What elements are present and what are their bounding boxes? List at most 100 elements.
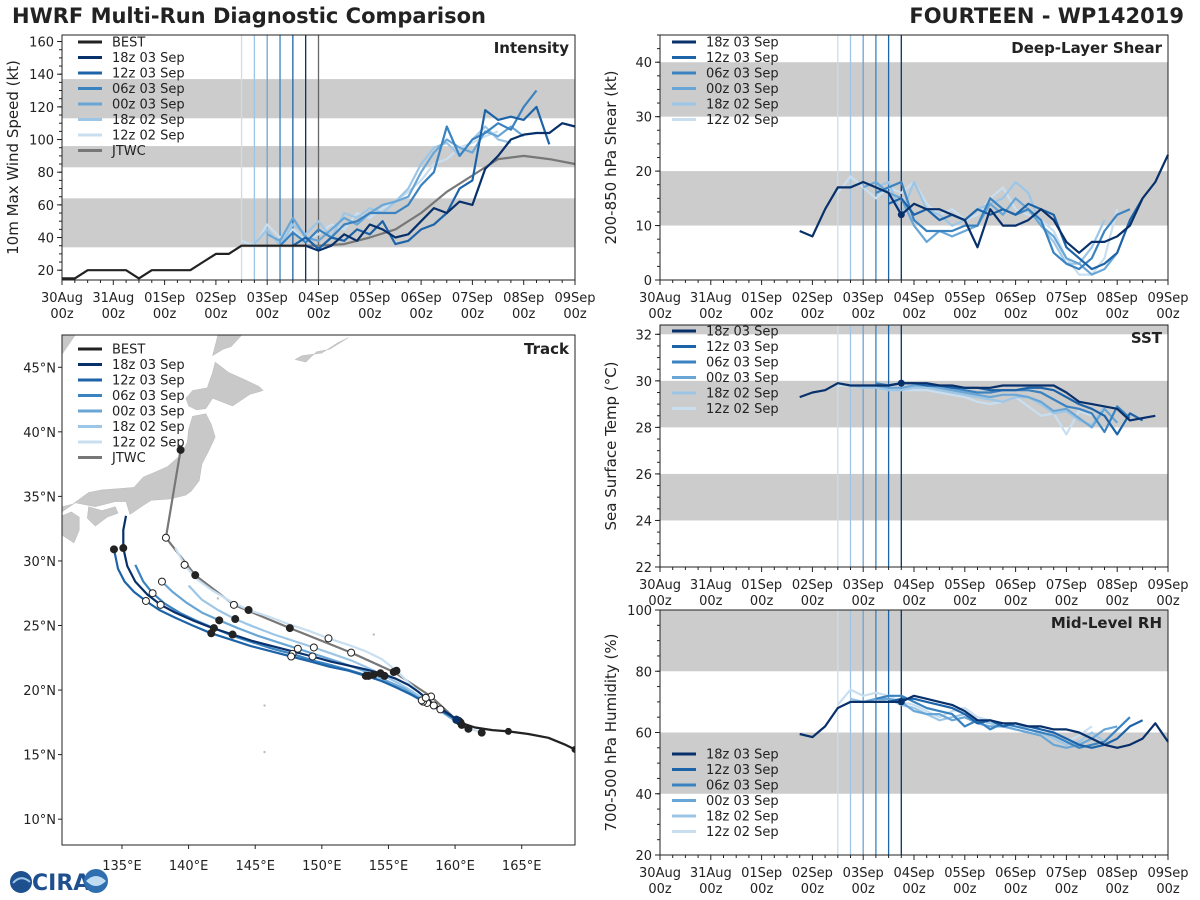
chart-intensity: 2040608010012014016030Aug00z31Aug00z01Se…: [4, 34, 596, 322]
chart-sst: 22242628303230Aug00z31Aug00z01Sep00z02Se…: [602, 324, 1189, 609]
legend-label-18z-03-sep: 18z 03 Sep: [706, 748, 779, 763]
y-tick-label: 24: [635, 514, 652, 529]
legend-label-12z-02-sep: 12z 02 Sep: [706, 402, 779, 417]
y-tick-label: 30: [635, 111, 652, 126]
init-point: [897, 698, 905, 706]
x-tick-sublabel: 00z: [953, 594, 977, 609]
x-tick-label: 02Sep: [792, 291, 833, 306]
track-best: [455, 718, 575, 751]
x-tick-sublabel: 00z: [409, 307, 433, 322]
track-point-18z-03-sep: [376, 669, 385, 678]
lat-tick-label: 40°N: [23, 426, 56, 441]
x-tick-label: 06Sep: [401, 291, 442, 306]
y-tick-label: 20: [37, 264, 54, 279]
track-point-jtwc: [176, 445, 185, 454]
series-18z-02-sep: [850, 384, 1106, 427]
land-0: [62, 413, 216, 515]
legend-label-18z-03-sep: 18z 03 Sep: [112, 358, 185, 373]
track-point-18z-03-sep: [421, 693, 430, 702]
x-tick-sublabel: 00z: [902, 882, 926, 897]
x-tick-label: 05Sep: [944, 866, 985, 881]
series-jtwc: [305, 154, 576, 247]
logo-text: CIRA: [32, 871, 90, 896]
x-tick-label: 04Sep: [893, 291, 934, 306]
x-tick-sublabel: 00z: [1156, 307, 1180, 322]
track-point-18z-03-sep: [119, 544, 128, 553]
track-point-12z-02-sep: [436, 705, 445, 714]
chart-rh: 2040608010030Aug00z31Aug00z01Sep00z02Sep…: [602, 604, 1189, 897]
band-0: [660, 473, 1168, 521]
x-tick-label: 03Sep: [843, 578, 884, 593]
x-tick-sublabel: 00z: [1055, 307, 1079, 322]
x-tick-sublabel: 00z: [358, 307, 382, 322]
track-point-12z-03-sep: [141, 596, 150, 605]
x-tick-label: 01Sep: [741, 578, 782, 593]
x-tick-sublabel: 00z: [953, 882, 977, 897]
x-tick-label: 03Sep: [843, 866, 884, 881]
track-point-18z-03-sep: [156, 600, 165, 609]
legend-label-18z-03-sep: 18z 03 Sep: [112, 51, 185, 66]
init-point: [897, 379, 905, 387]
chart-shear: 01020304030Aug00z31Aug00z01Sep00z02Sep00…: [602, 34, 1189, 322]
track-point-06z-03-sep: [148, 589, 157, 598]
y-tick-label: 28: [635, 421, 652, 436]
x-tick-label: 30Aug: [639, 578, 681, 593]
x-tick-label: 07Sep: [1046, 866, 1087, 881]
legend-label-18z-02-sep: 18z 02 Sep: [112, 420, 185, 435]
series-18z-03-sep: [305, 122, 576, 252]
legend-label-12z-03-sep: 12z 03 Sep: [706, 340, 779, 355]
x-tick-label: 06Sep: [995, 866, 1036, 881]
legend-label-00z-03-sep: 00z 03 Sep: [706, 371, 779, 386]
x-tick-sublabel: 00z: [801, 882, 825, 897]
x-tick-label: 01Sep: [144, 291, 185, 306]
track-plot-area: [62, 335, 575, 754]
land-1: [87, 506, 119, 527]
track-point-18z-03-sep: [228, 630, 237, 639]
legend-label-06z-03-sep: 06z 03 Sep: [706, 356, 779, 371]
series-18z-03-sep: [799, 382, 1156, 422]
legend-label-12z-02-sep: 12z 02 Sep: [706, 825, 779, 840]
track-point-00z-03-sep: [157, 577, 166, 586]
legend-label-18z-02-sep: 18z 02 Sep: [112, 113, 185, 128]
legend-label-jtwc: JTWC: [111, 451, 146, 466]
track-point-12z-03-sep: [109, 545, 118, 554]
legend-label-12z-02-sep: 12z 02 Sep: [112, 129, 185, 144]
x-tick-label: 09Sep: [1147, 291, 1188, 306]
current-position: [452, 715, 461, 724]
island-0: [216, 597, 220, 600]
x-tick-label: 30Aug: [639, 291, 681, 306]
y-tick-label: 0: [644, 274, 652, 289]
track-point-best: [504, 727, 512, 735]
x-tick-label: 30Aug: [41, 291, 83, 306]
legend-label-12z-03-sep: 12z 03 Sep: [112, 67, 185, 82]
x-tick-label: 01Sep: [741, 291, 782, 306]
legend-label-00z-03-sep: 00z 03 Sep: [706, 794, 779, 809]
x-tick-sublabel: 00z: [902, 594, 926, 609]
x-tick-sublabel: 00z: [307, 307, 331, 322]
x-tick-sublabel: 00z: [801, 307, 825, 322]
x-tick-label: 08Sep: [1097, 291, 1138, 306]
legend-label-12z-02-sep: 12z 02 Sep: [706, 113, 779, 128]
x-tick-label: 08Sep: [1097, 578, 1138, 593]
x-tick-label: 03Sep: [843, 291, 884, 306]
x-tick-label: 04Sep: [298, 291, 339, 306]
x-tick-label: 08Sep: [503, 291, 544, 306]
x-tick-label: 04Sep: [893, 578, 934, 593]
y-axis-label: 200-850 hPa Shear (kt): [602, 71, 620, 245]
y-tick-label: 100: [627, 604, 652, 619]
series-12z-03-sep: [888, 382, 1144, 436]
x-tick-sublabel: 00z: [852, 594, 876, 609]
y-tick-label: 30: [635, 375, 652, 390]
chart-title: SST: [1131, 329, 1163, 347]
x-tick-sublabel: 00z: [801, 594, 825, 609]
legend-label-12z-03-sep: 12z 03 Sep: [112, 374, 185, 389]
land-5: [294, 337, 349, 363]
band-0: [660, 171, 1168, 226]
band-1: [660, 62, 1168, 117]
lon-tick-label: 140°E: [169, 859, 209, 874]
page-title: HWRF Multi-Run Diagnostic Comparison: [12, 4, 487, 28]
track-point-12z-03-sep: [287, 652, 296, 661]
legend-label-best: BEST: [112, 343, 145, 358]
track-point-18z-02-sep: [309, 643, 318, 652]
